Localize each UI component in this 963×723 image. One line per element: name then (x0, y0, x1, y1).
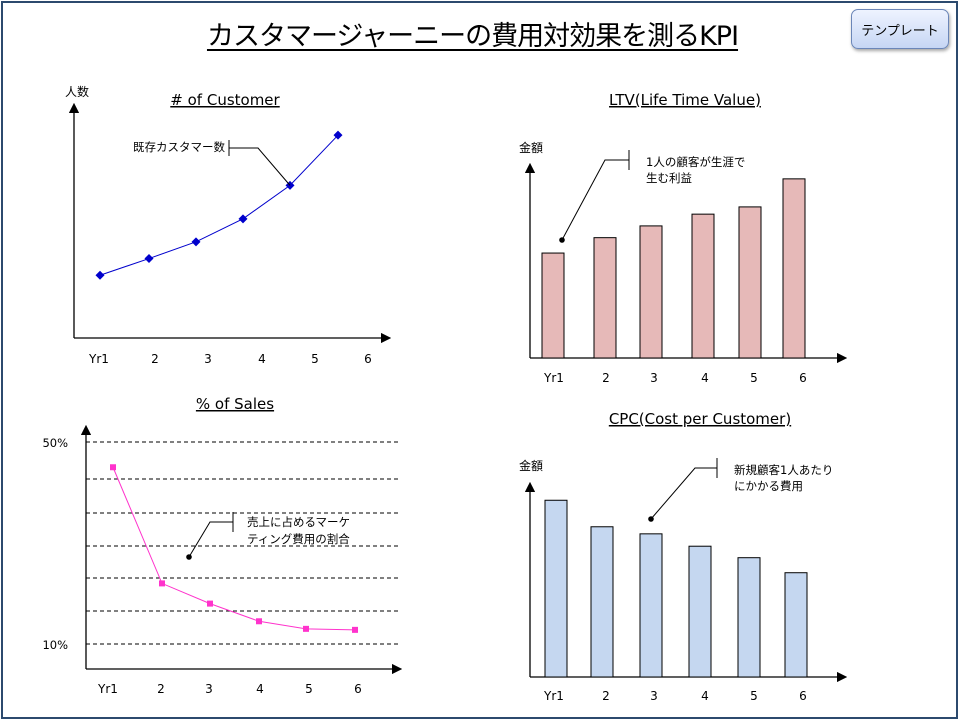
sales-point (110, 464, 116, 471)
sales-point (159, 580, 165, 587)
ltv-x-tick: 4 (701, 371, 709, 385)
customer-chart: # of Customer 人数 Yr1 2 3 4 5 6 既存カスタマー数 (65, 84, 392, 366)
customer-x-tick: Yr1 (88, 352, 109, 366)
sales-x-tick: 5 (305, 682, 313, 696)
cpc-x-tick: 5 (750, 689, 758, 703)
customer-x-tick: 2 (151, 352, 159, 366)
customer-chart-title: # of Customer (170, 91, 280, 109)
cpc-annotation: 新規顧客1人あたり (734, 463, 833, 477)
ltv-x-tick: Yr1 (543, 371, 564, 385)
cpc-chart: CPC(Cost per Customer) 金額 Yr1 2 3 4 5 6 新規顧客1人あた… (519, 410, 848, 703)
customer-annotation: 既存カスタマー数 (133, 140, 225, 154)
sales-point (207, 600, 213, 607)
sales-annotation: ティング費用の割合 (247, 532, 350, 546)
sales-x-tick: 2 (157, 682, 165, 696)
ltv-annotation: 生む利益 (646, 171, 692, 185)
customer-x-tick: 4 (258, 352, 266, 366)
cpc-x-tick: 4 (701, 689, 709, 703)
customer-point (144, 254, 154, 264)
sales-chart: % of Sales 50% 10% Yr1 2 3 4 5 6 売上に占めるマーケティング費用の… (42, 395, 403, 696)
ltv-x-tick: 6 (799, 371, 807, 385)
sales-series-line (112, 467, 356, 631)
customer-point (238, 214, 248, 224)
customer-annotation-leader (229, 147, 291, 186)
sales-y-tick: 50% (42, 436, 68, 450)
customer-x-tick: 6 (364, 352, 372, 366)
cpc-x-tick: 2 (602, 689, 610, 703)
sales-y-tick: 10% (42, 638, 68, 652)
cpc-bar (784, 572, 808, 678)
sales-point (256, 618, 262, 625)
ltv-x-tick: 3 (650, 371, 658, 385)
ltv-x-tick: 5 (750, 371, 758, 385)
sales-annotation-leader (188, 521, 233, 558)
ltv-bar (639, 225, 663, 359)
sales-chart-title: % of Sales (196, 395, 274, 413)
sales-x-tick: 6 (354, 682, 362, 696)
cpc-bar (688, 545, 712, 678)
cpc-annotation-leader (650, 467, 717, 520)
cpc-x-tick: 3 (650, 689, 658, 703)
cpc-x-tick: Yr1 (543, 689, 564, 703)
ltv-annotation: 1人の顧客が生涯で (646, 155, 745, 169)
sales-annotation: 売上に占めるマーケ (247, 515, 350, 529)
sales-x-tick: 3 (205, 682, 213, 696)
ltv-bar (782, 178, 806, 359)
cpc-bar (590, 526, 614, 678)
cpc-x-tick: 6 (799, 689, 807, 703)
customer-point (95, 270, 105, 280)
cpc-bar (544, 499, 568, 678)
ltv-bar (691, 213, 715, 359)
ltv-y-label: 金額 (519, 140, 543, 155)
customer-series-line (99, 134, 339, 276)
cpc-chart-title: CPC(Cost per Customer) (609, 410, 791, 428)
cpc-y-label: 金額 (519, 458, 543, 473)
sales-x-tick: 4 (256, 682, 264, 696)
cpc-annotation: にかかる費用 (734, 479, 803, 493)
ltv-annotation-leader (561, 159, 629, 241)
ltv-chart-title: LTV(Life Time Value) (609, 91, 761, 109)
ltv-chart: LTV(Life Time Value) 金額 Yr1 2 3 4 5 6 1人の顧客が生涯で生… (519, 91, 848, 385)
sales-x-tick: Yr1 (97, 682, 118, 696)
sales-point (303, 625, 309, 632)
ltv-x-tick: 2 (602, 371, 610, 385)
customer-x-tick: 5 (311, 352, 319, 366)
customer-point (333, 130, 343, 140)
ltv-bar (593, 237, 617, 359)
sales-point (352, 626, 358, 633)
ltv-bar (541, 252, 565, 359)
page-title: カスタマージャーニーの費用対効果を測るKPI (206, 21, 739, 52)
ltv-bar (738, 206, 762, 359)
customer-point (191, 237, 201, 247)
cpc-bar (639, 533, 663, 678)
cpc-bar (737, 557, 761, 678)
customer-y-label: 人数 (65, 84, 89, 99)
template-button[interactable]: テンプレート (851, 9, 949, 49)
customer-x-tick: 3 (204, 352, 212, 366)
